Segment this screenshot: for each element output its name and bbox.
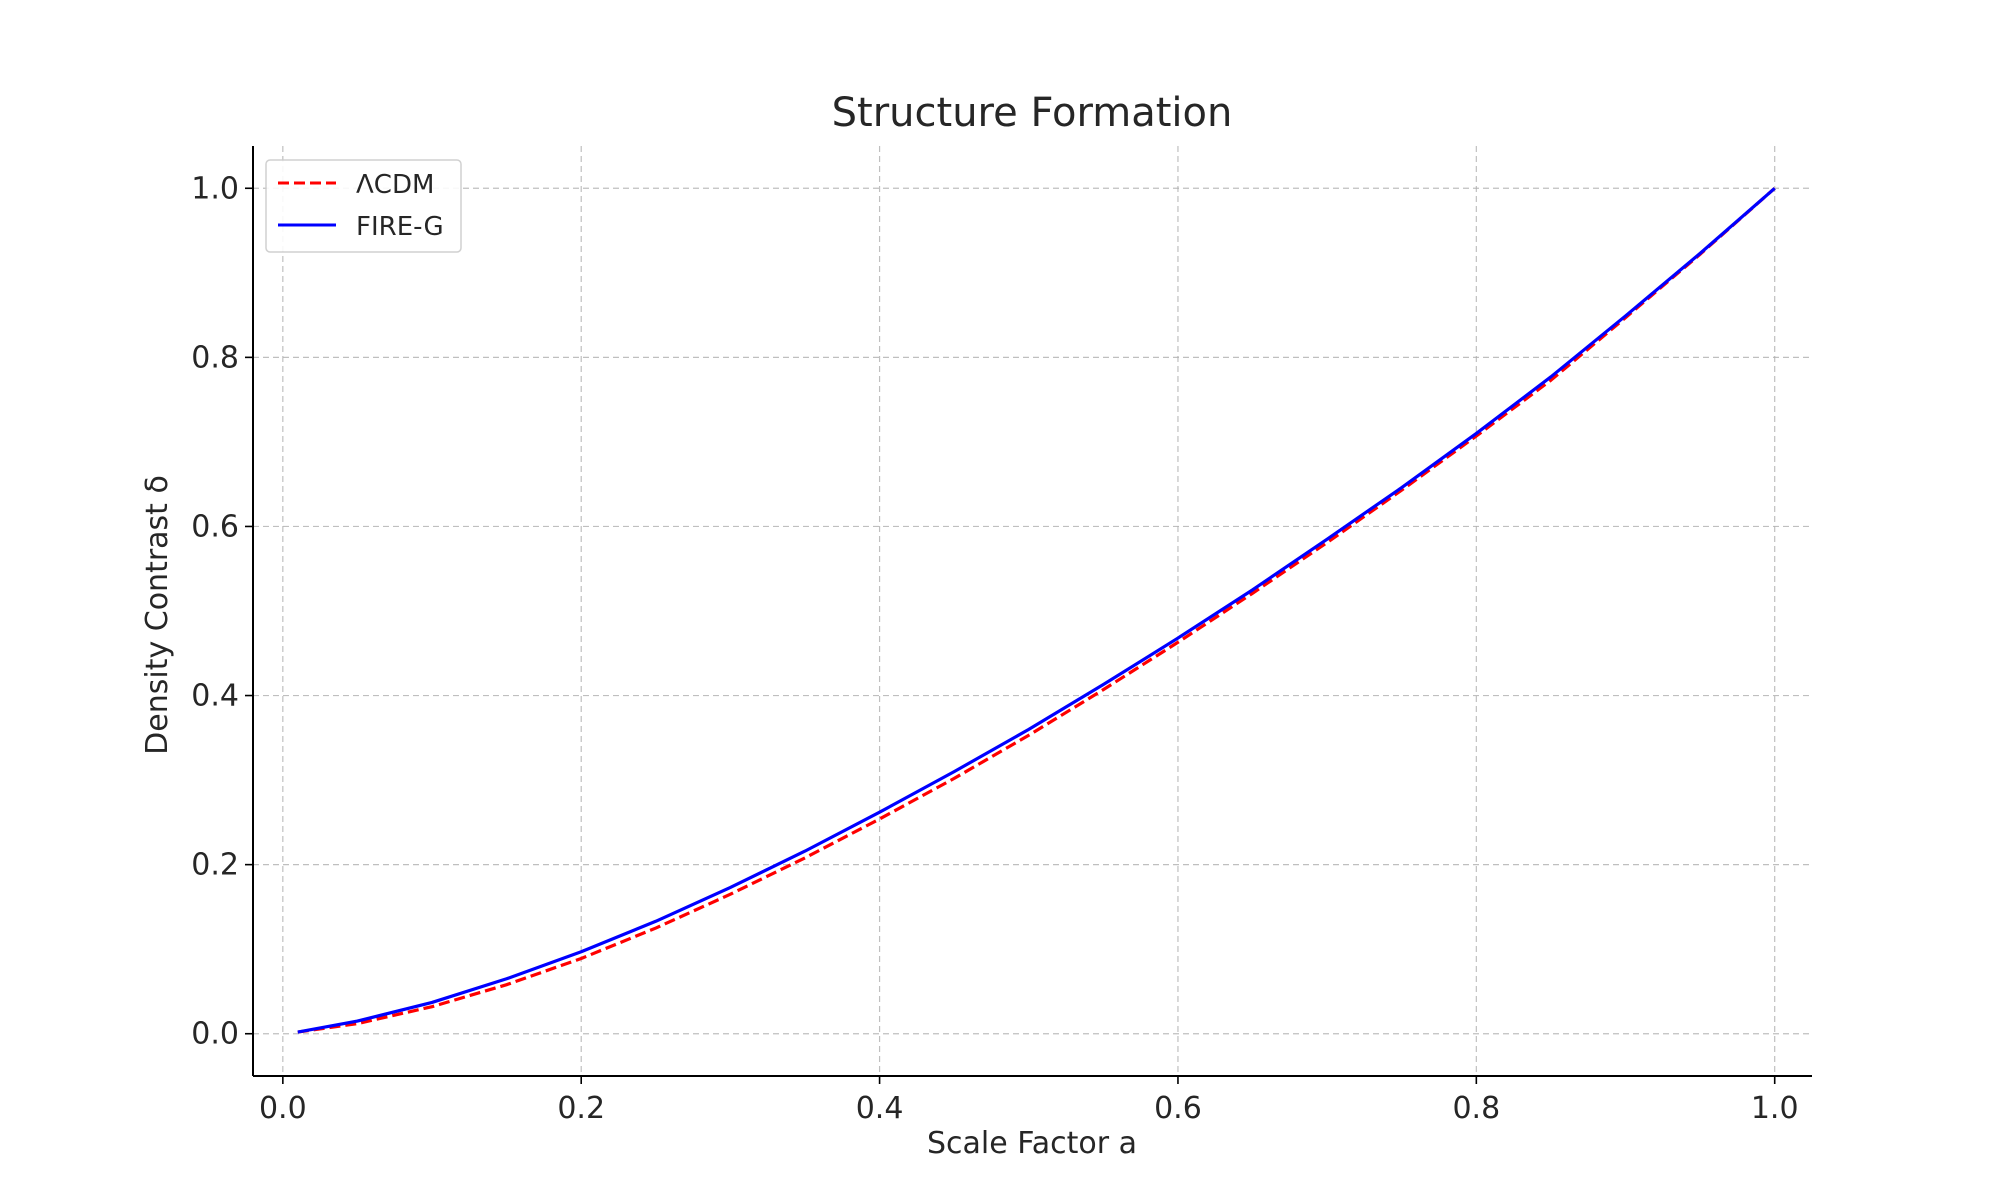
- x-tick-label: 0.2: [557, 1091, 605, 1126]
- y-tick-label: 0.2: [191, 848, 239, 883]
- chart-title: Structure Formation: [832, 90, 1233, 136]
- x-tick-label: 0.6: [1154, 1091, 1202, 1126]
- y-tick-label: 0.6: [191, 509, 239, 544]
- tick-labels: 0.0 0.2 0.4 0.6 0.8 1.0 0.0 0.2 0.4 0.6 0.8 1.0: [191, 171, 1798, 1126]
- y-tick-label: 1.0: [191, 171, 239, 206]
- legend: ΛCDM FIRE-G: [265, 159, 462, 253]
- y-tick-label: 0.0: [191, 1017, 239, 1052]
- series-lines: [297, 187, 1776, 1034]
- x-tick-label: 0.0: [259, 1091, 307, 1126]
- y-tick-label: 0.8: [191, 340, 239, 375]
- series-line-fire-g: [297, 187, 1776, 1034]
- x-tick-label: 1.0: [1751, 1091, 1799, 1126]
- y-axis-label: Density Contrast δ: [140, 475, 175, 755]
- grid: [253, 146, 1812, 1076]
- x-tick-label: 0.4: [856, 1091, 904, 1126]
- y-tick-label: 0.4: [191, 679, 239, 714]
- series-line-lcdm: [297, 187, 1776, 1034]
- x-tick-label: 0.8: [1452, 1091, 1500, 1126]
- axes: [245, 146, 1812, 1084]
- legend-label-fire-g: FIRE-G: [356, 212, 444, 242]
- legend-label-lcdm: ΛCDM: [356, 170, 434, 200]
- x-axis-label: Scale Factor a: [927, 1126, 1137, 1161]
